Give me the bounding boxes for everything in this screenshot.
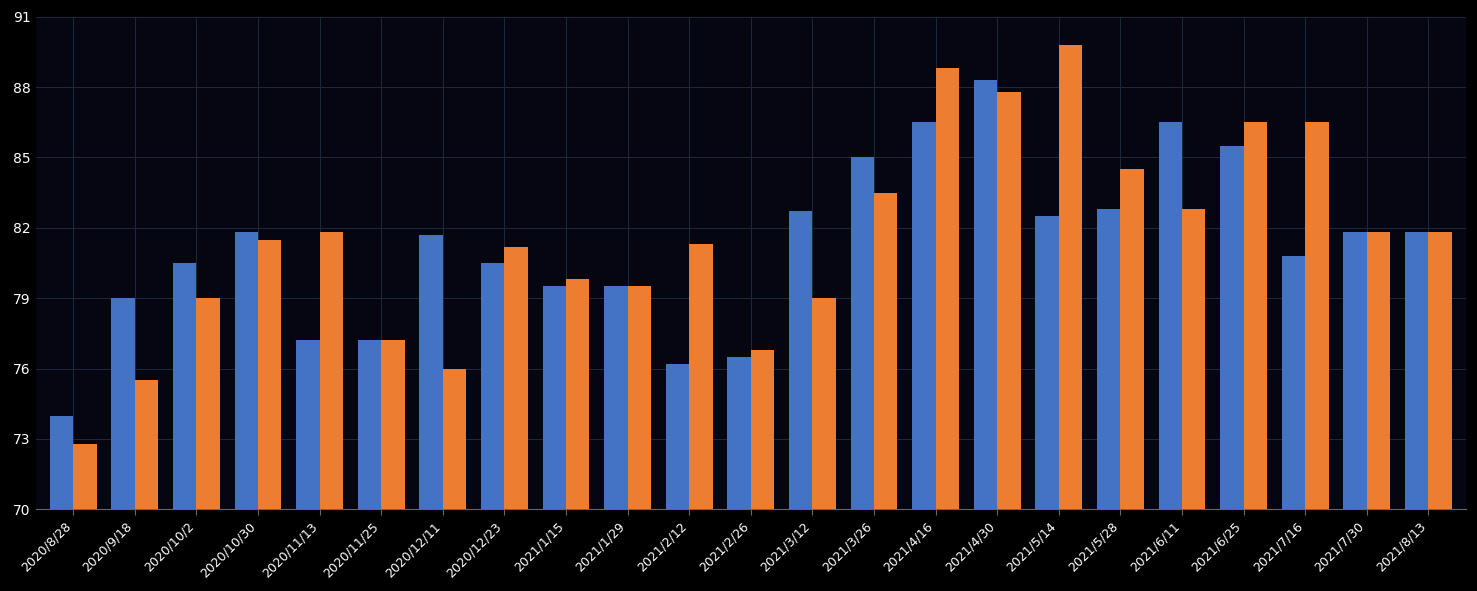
Bar [258, 239, 281, 509]
Bar [74, 444, 96, 509]
Bar [173, 263, 196, 509]
Bar [1121, 169, 1143, 509]
Bar [482, 263, 504, 509]
Bar [295, 340, 319, 509]
Bar [604, 287, 628, 509]
Bar [1220, 145, 1244, 509]
Bar [997, 92, 1021, 509]
Bar [1344, 232, 1366, 509]
Bar [628, 287, 651, 509]
Bar [504, 246, 527, 509]
Bar [1182, 209, 1205, 509]
Bar [789, 212, 812, 509]
Bar [1366, 232, 1390, 509]
Bar [566, 280, 589, 509]
Bar [666, 364, 690, 509]
Bar [1282, 256, 1306, 509]
Bar [690, 244, 712, 509]
Bar [1035, 216, 1059, 509]
Bar [357, 340, 381, 509]
Bar [750, 350, 774, 509]
Bar [874, 193, 898, 509]
Bar [1428, 232, 1452, 509]
Bar [1097, 209, 1121, 509]
Bar [196, 298, 220, 509]
Bar [1306, 122, 1329, 509]
Bar [419, 235, 443, 509]
Bar [134, 381, 158, 509]
Bar [235, 232, 258, 509]
Bar [50, 415, 74, 509]
Bar [851, 157, 874, 509]
Bar [1405, 232, 1428, 509]
Bar [913, 122, 935, 509]
Bar [542, 287, 566, 509]
Bar [443, 369, 467, 509]
Bar [111, 298, 134, 509]
Bar [381, 340, 405, 509]
Bar [1244, 122, 1267, 509]
Bar [1059, 45, 1083, 509]
Bar [319, 232, 343, 509]
Bar [973, 80, 997, 509]
Bar [727, 357, 750, 509]
Bar [812, 298, 836, 509]
Bar [935, 68, 959, 509]
Bar [1158, 122, 1182, 509]
